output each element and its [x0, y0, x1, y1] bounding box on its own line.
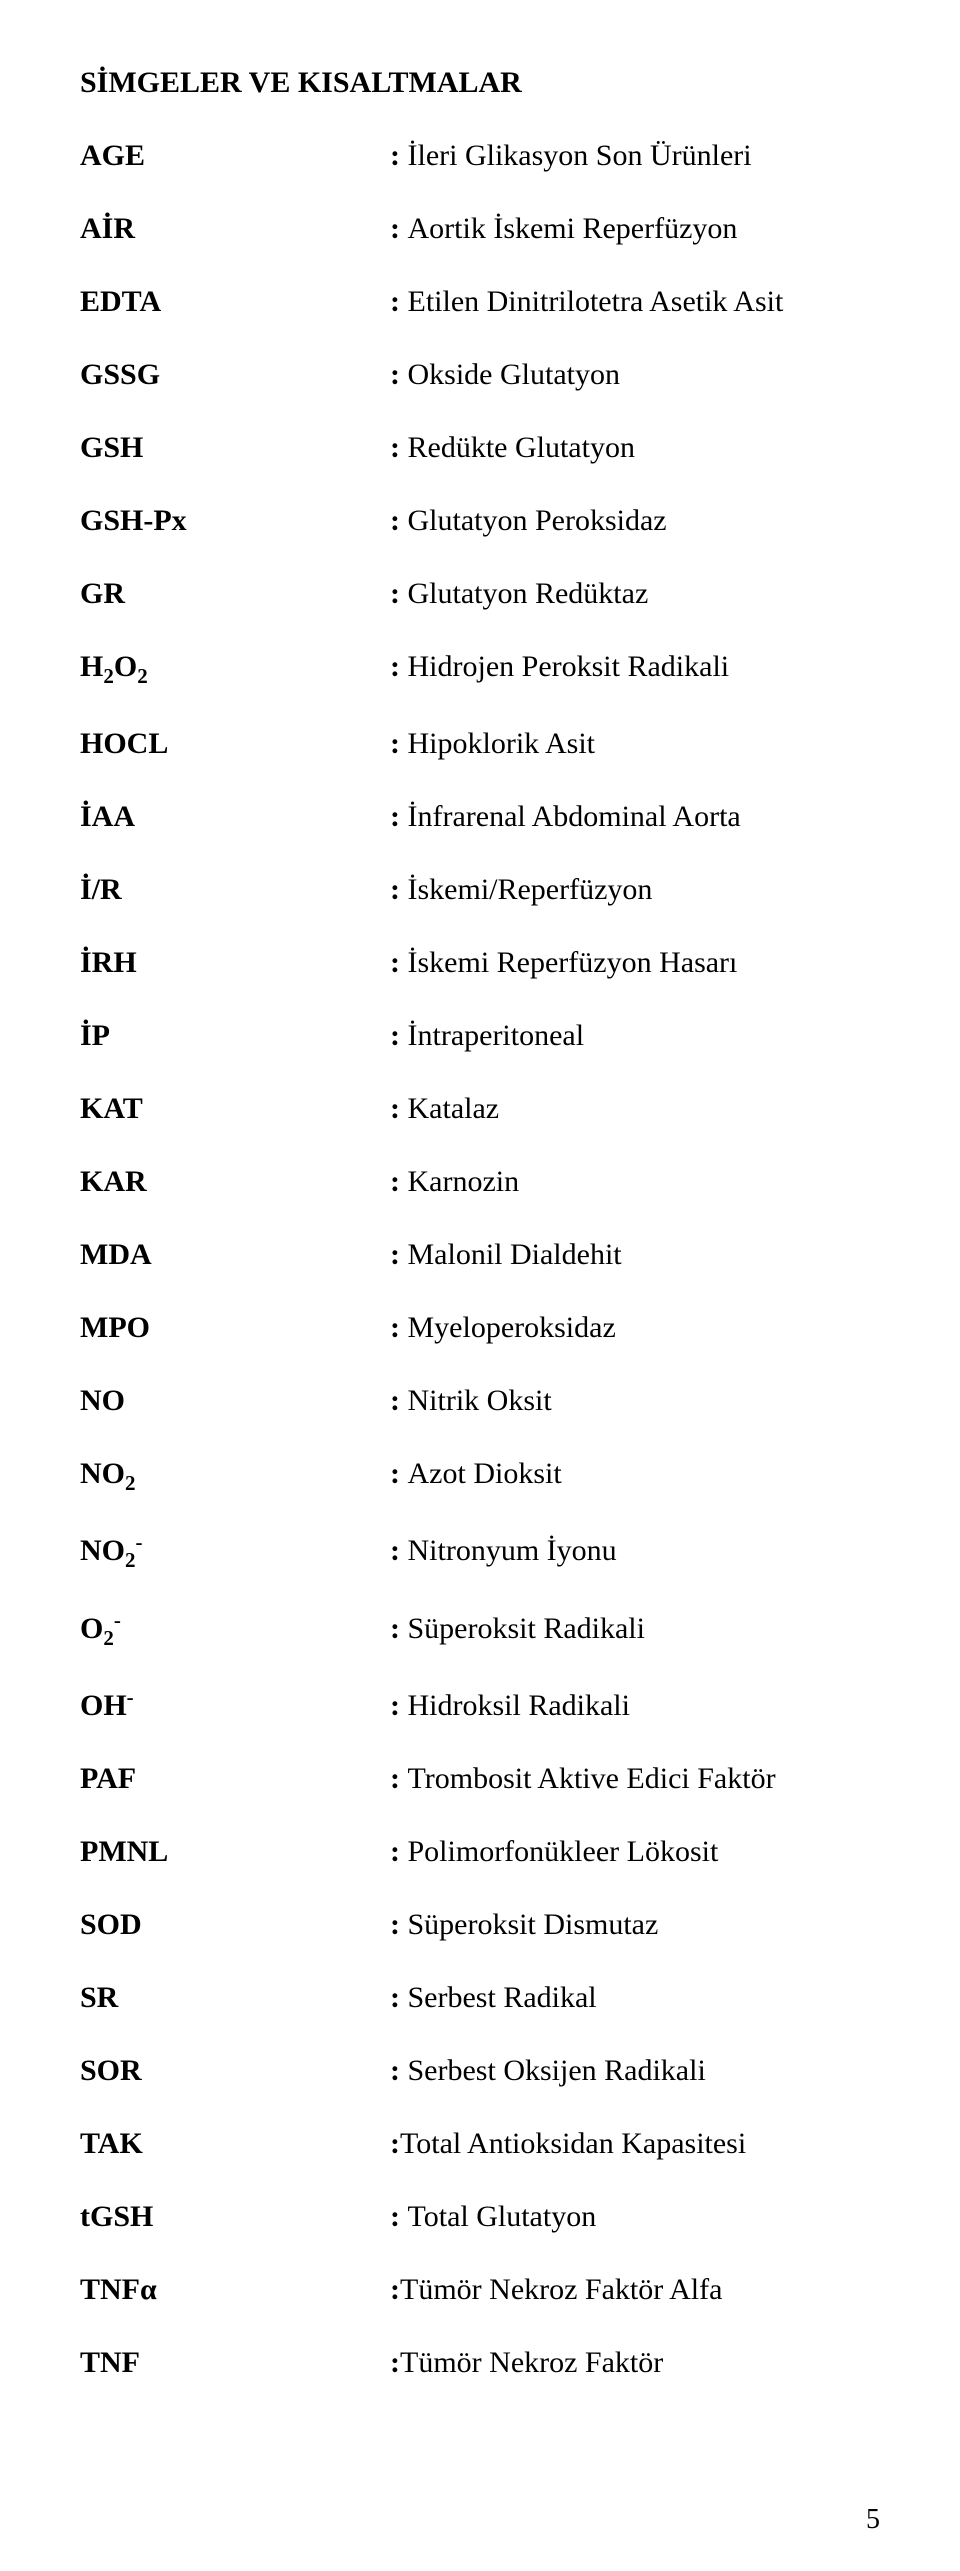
page-title: SİMGELER VE KISALTMALAR	[80, 60, 880, 105]
abbr-term: GSH	[80, 425, 390, 470]
abbr-row: KAT: Katalaz	[80, 1086, 880, 1131]
abbr-term: KAR	[80, 1159, 390, 1204]
abbr-definition: : İleri Glikasyon Son Ürünleri	[390, 133, 880, 178]
abbr-definition: :Total Antioksidan Kapasitesi	[390, 2121, 880, 2166]
abbr-term: AİR	[80, 206, 390, 251]
abbr-row: GSSG: Okside Glutatyon	[80, 352, 880, 397]
abbr-definition: : Süperoksit Dismutaz	[390, 1902, 880, 1947]
page: SİMGELER VE KISALTMALAR AGE: İleri Glika…	[0, 0, 960, 2571]
abbr-definition: : İskemi/Reperfüzyon	[390, 867, 880, 912]
abbr-definition: : Redükte Glutatyon	[390, 425, 880, 470]
abbreviation-list: AGE: İleri Glikasyon Son ÜrünleriAİR: Ao…	[80, 133, 880, 2385]
abbr-row: AGE: İleri Glikasyon Son Ürünleri	[80, 133, 880, 178]
abbr-term: H2O2	[80, 644, 390, 693]
abbr-term: SOD	[80, 1902, 390, 1947]
abbr-row: OH-: Hidroksil Radikali	[80, 1682, 880, 1728]
abbr-definition: :Tümör Nekroz Faktör Alfa	[390, 2267, 880, 2312]
abbr-term: GSH-Px	[80, 498, 390, 543]
abbr-term: MDA	[80, 1232, 390, 1277]
abbr-definition: : İntraperitoneal	[390, 1013, 880, 1058]
abbr-row: TNF:Tümör Nekroz Faktör	[80, 2340, 880, 2385]
abbr-term: AGE	[80, 133, 390, 178]
abbr-definition: : Total Glutatyon	[390, 2194, 880, 2239]
abbr-row: TAK:Total Antioksidan Kapasitesi	[80, 2121, 880, 2166]
abbr-row: TNFα:Tümör Nekroz Faktör Alfa	[80, 2267, 880, 2312]
abbr-term: NO2-	[80, 1527, 390, 1577]
abbr-term: TAK	[80, 2121, 390, 2166]
abbr-row: GR: Glutatyon Redüktaz	[80, 571, 880, 616]
abbr-term: İAA	[80, 794, 390, 839]
abbr-term: tGSH	[80, 2194, 390, 2239]
abbr-term: TNF	[80, 2340, 390, 2385]
abbr-definition: : Süperoksit Radikali	[390, 1606, 880, 1651]
abbr-definition: : Etilen Dinitrilotetra Asetik Asit	[390, 279, 880, 324]
abbr-row: NO2-: Nitronyum İyonu	[80, 1527, 880, 1577]
abbr-term: KAT	[80, 1086, 390, 1131]
abbr-definition: : Hidrojen Peroksit Radikali	[390, 644, 880, 689]
abbr-row: SOD: Süperoksit Dismutaz	[80, 1902, 880, 1947]
abbr-term: İ/R	[80, 867, 390, 912]
abbr-definition: : Nitronyum İyonu	[390, 1528, 880, 1573]
abbr-row: AİR: Aortik İskemi Reperfüzyon	[80, 206, 880, 251]
abbr-definition: : Trombosit Aktive Edici Faktör	[390, 1756, 880, 1801]
abbr-definition: : Aortik İskemi Reperfüzyon	[390, 206, 880, 251]
abbr-term: SOR	[80, 2048, 390, 2093]
abbr-term: OH-	[80, 1682, 390, 1728]
abbr-row: NO2: Azot Dioksit	[80, 1451, 880, 1500]
abbr-definition: : Serbest Radikal	[390, 1975, 880, 2020]
abbr-definition: : İskemi Reperfüzyon Hasarı	[390, 940, 880, 985]
abbr-term: MPO	[80, 1305, 390, 1350]
abbr-definition: :Tümör Nekroz Faktör	[390, 2340, 880, 2385]
abbr-term: PAF	[80, 1756, 390, 1801]
abbr-row: İ/R: İskemi/Reperfüzyon	[80, 867, 880, 912]
abbr-term: HOCL	[80, 721, 390, 766]
abbr-definition: : Hidroksil Radikali	[390, 1683, 880, 1728]
abbr-term: EDTA	[80, 279, 390, 324]
abbr-definition: : Malonil Dialdehit	[390, 1232, 880, 1277]
abbr-term: İRH	[80, 940, 390, 985]
abbr-definition: : Okside Glutatyon	[390, 352, 880, 397]
abbr-row: PMNL: Polimorfonükleer Lökosit	[80, 1829, 880, 1874]
abbr-definition: : Nitrik Oksit	[390, 1378, 880, 1423]
abbr-row: GSH: Redükte Glutatyon	[80, 425, 880, 470]
abbr-definition: : İnfrarenal Abdominal Aorta	[390, 794, 880, 839]
abbr-definition: : Glutatyon Redüktaz	[390, 571, 880, 616]
abbr-term: NO	[80, 1378, 390, 1423]
abbr-row: EDTA: Etilen Dinitrilotetra Asetik Asit	[80, 279, 880, 324]
abbr-term: O2-	[80, 1605, 390, 1655]
abbr-row: NO: Nitrik Oksit	[80, 1378, 880, 1423]
abbr-row: SOR: Serbest Oksijen Radikali	[80, 2048, 880, 2093]
abbr-definition: : Azot Dioksit	[390, 1451, 880, 1496]
abbr-term: GSSG	[80, 352, 390, 397]
abbr-row: GSH-Px: Glutatyon Peroksidaz	[80, 498, 880, 543]
abbr-definition: : Hipoklorik Asit	[390, 721, 880, 766]
abbr-row: H2O2: Hidrojen Peroksit Radikali	[80, 644, 880, 693]
abbr-term: TNFα	[80, 2267, 390, 2312]
abbr-row: tGSH: Total Glutatyon	[80, 2194, 880, 2239]
abbr-row: O2-: Süperoksit Radikali	[80, 1605, 880, 1655]
abbr-term: PMNL	[80, 1829, 390, 1874]
abbr-row: İAA: İnfrarenal Abdominal Aorta	[80, 794, 880, 839]
abbr-definition: : Serbest Oksijen Radikali	[390, 2048, 880, 2093]
abbr-term: SR	[80, 1975, 390, 2020]
abbr-term: İP	[80, 1013, 390, 1058]
abbr-row: PAF: Trombosit Aktive Edici Faktör	[80, 1756, 880, 1801]
page-number: 5	[866, 2499, 880, 2541]
abbr-definition: : Myeloperoksidaz	[390, 1305, 880, 1350]
abbr-row: KAR: Karnozin	[80, 1159, 880, 1204]
abbr-row: HOCL: Hipoklorik Asit	[80, 721, 880, 766]
abbr-row: MDA: Malonil Dialdehit	[80, 1232, 880, 1277]
abbr-row: İP: İntraperitoneal	[80, 1013, 880, 1058]
abbr-row: MPO: Myeloperoksidaz	[80, 1305, 880, 1350]
abbr-term: NO2	[80, 1451, 390, 1500]
abbr-definition: : Glutatyon Peroksidaz	[390, 498, 880, 543]
abbr-row: SR: Serbest Radikal	[80, 1975, 880, 2020]
abbr-definition: : Katalaz	[390, 1086, 880, 1131]
abbr-definition: : Polimorfonükleer Lökosit	[390, 1829, 880, 1874]
abbr-term: GR	[80, 571, 390, 616]
abbr-definition: : Karnozin	[390, 1159, 880, 1204]
abbr-row: İRH: İskemi Reperfüzyon Hasarı	[80, 940, 880, 985]
